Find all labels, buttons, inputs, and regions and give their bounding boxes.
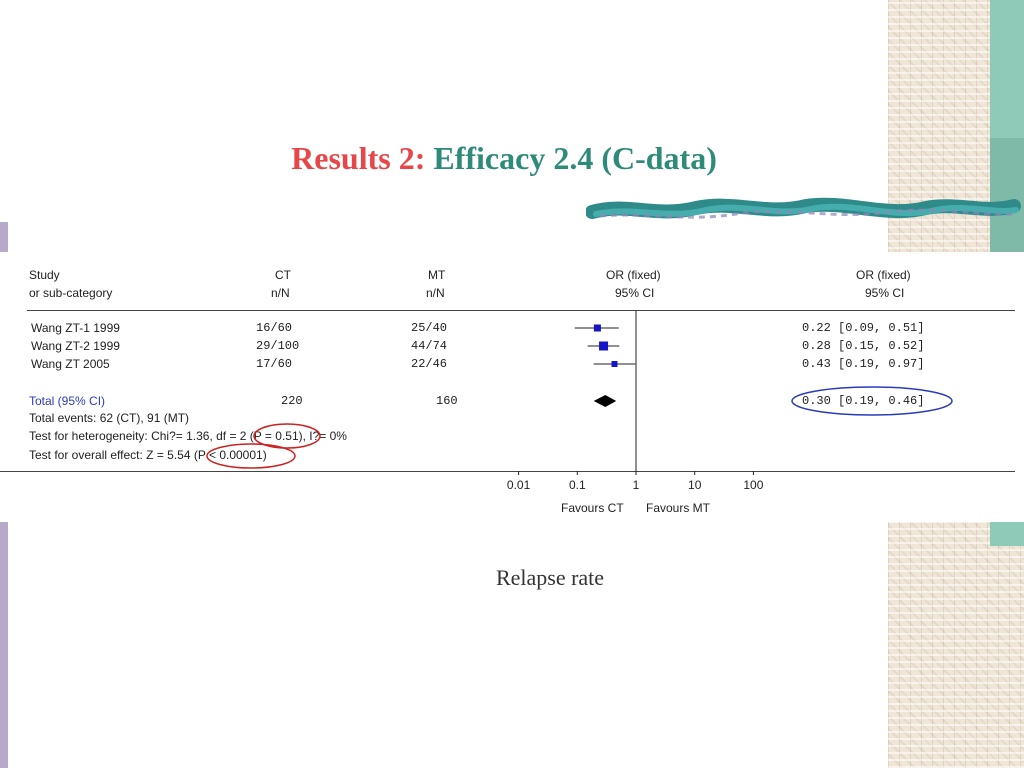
total-ct: 220	[281, 394, 303, 408]
header-mt: MT	[428, 268, 446, 282]
row-3-ct: 17/60	[256, 357, 293, 371]
header-study: Study	[29, 268, 60, 282]
header-or: OR (fixed)	[856, 268, 911, 282]
x-tick-label-3: 10	[688, 478, 702, 492]
row-3-study: Wang ZT 2005	[31, 357, 110, 371]
header-plot-or: OR (fixed)	[606, 268, 661, 282]
row-3-or-ci: 0.43 [0.19, 0.97]	[802, 357, 925, 371]
study-marker-2	[599, 341, 609, 351]
header-mt-nn: n/N	[426, 286, 445, 300]
header-subcategory: or sub-category	[29, 286, 113, 300]
teal-block-bottom	[990, 522, 1024, 546]
footer-divider	[0, 471, 1015, 472]
total-mt: 160	[436, 394, 458, 408]
page-title: Results 2: Efficacy 2.4 (C-data)	[0, 138, 1008, 178]
row-2-or-ci: 0.28 [0.15, 0.52]	[802, 339, 925, 353]
row-2-study: Wang ZT-2 1999	[31, 339, 120, 353]
heterogeneity-p-highlight	[253, 423, 321, 449]
note-heterogeneity: Test for heterogeneity: Chi?= 1.36, df =…	[29, 429, 347, 443]
forest-plot: 0.01 0.1 1 10 100	[206, 311, 953, 492]
total-or-ci: 0.30 [0.19, 0.46]	[802, 394, 925, 408]
header-plot-ci: 95% CI	[615, 286, 655, 300]
brush-stroke-decoration	[586, 197, 1021, 219]
x-tick-label-2: 1	[633, 478, 640, 492]
row-1-mt: 25/40	[411, 321, 448, 335]
header-divider	[27, 310, 1015, 311]
total-label: Total (95% CI)	[29, 394, 106, 408]
overall-effect-p-highlight	[206, 443, 296, 469]
paper-texture-bottom	[888, 522, 1024, 768]
header-ct-nn: n/N	[271, 286, 290, 300]
row-2-ct: 29/100	[256, 339, 300, 353]
x-tick-label-4: 100	[743, 478, 763, 492]
chart-caption: Relapse rate	[495, 565, 605, 590]
x-tick-label-1: 0.1	[569, 478, 586, 492]
x-tick-label-0: 0.01	[507, 478, 531, 492]
row-1-or-ci: 0.22 [0.09, 0.51]	[802, 321, 925, 335]
study-marker-3	[611, 361, 618, 367]
favours-ct-label: Favours CT	[561, 501, 624, 515]
row-1-ct: 16/60	[256, 321, 293, 335]
row-1-study: Wang ZT-1 1999	[31, 321, 120, 335]
study-marker-1	[593, 324, 601, 332]
total-ci-highlight	[791, 386, 953, 416]
title-lead: Results 2:	[291, 140, 426, 176]
total-diamond	[593, 395, 617, 407]
row-2-mt: 44/74	[411, 339, 448, 353]
title-rest: Efficacy 2.4 (C-data)	[433, 140, 717, 176]
favours-mt-label: Favours MT	[646, 501, 711, 515]
note-total-events: Total events: 62 (CT), 91 (MT)	[29, 411, 190, 425]
header-or-ci: 95% CI	[865, 286, 905, 300]
row-3-mt: 22/46	[411, 357, 448, 371]
header-ct: CT	[275, 268, 291, 282]
